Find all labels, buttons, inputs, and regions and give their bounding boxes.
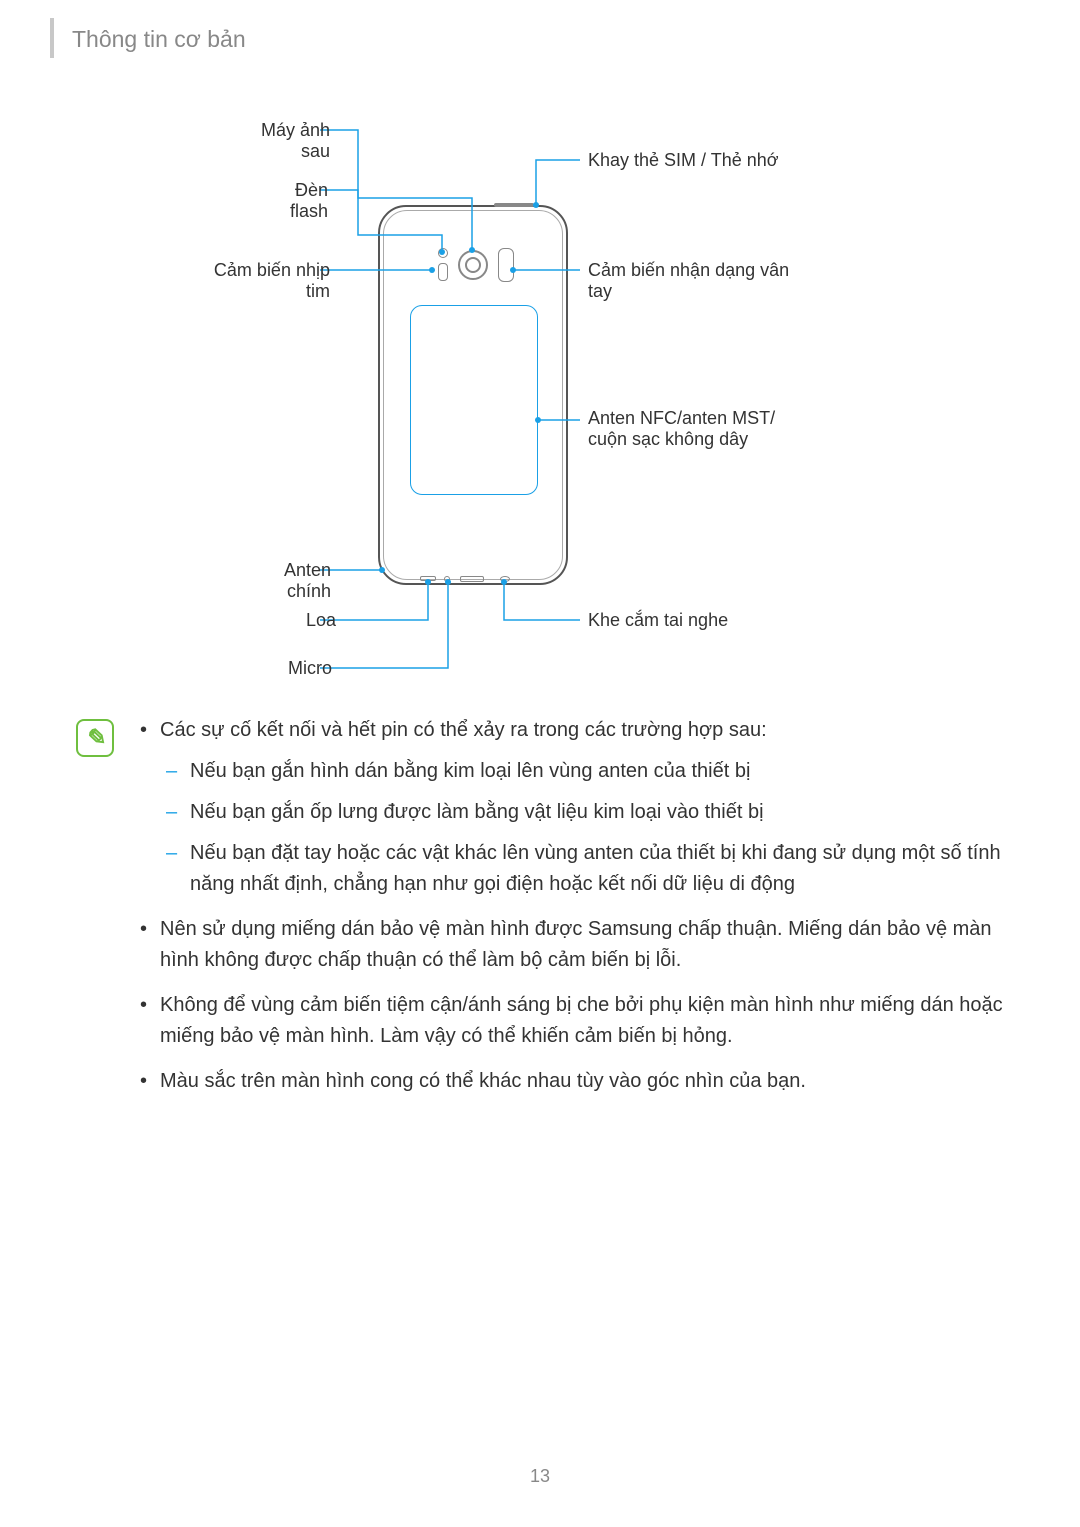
fingerprint-sensor-icon <box>498 248 514 282</box>
note-text: Các sự cố kết nối và hết pin có thể xảy … <box>160 719 767 741</box>
label-flash: Đèn flash <box>258 180 328 222</box>
label-rear-camera: Máy ảnh sau <box>240 120 330 162</box>
note-text: Màu sắc trên màn hình cong có thể khác n… <box>160 1070 806 1092</box>
header-accent-rule <box>50 18 54 58</box>
label-fingerprint: Cảm biến nhận dạng vân tay <box>588 260 808 302</box>
rear-camera-lens-icon <box>465 257 481 273</box>
label-main-antenna: Anten chính <box>246 560 331 602</box>
note-subtext: Nếu bạn đặt tay hoặc các vật khác lên vù… <box>190 842 1001 895</box>
pencil-icon: ✎ <box>83 722 108 754</box>
note-subtext: Nếu bạn gắn hình dán bằng kim loại lên v… <box>190 760 750 782</box>
note-item: Màu sắc trên màn hình cong có thể khác n… <box>136 1066 1016 1097</box>
heart-rate-sensor-icon <box>438 263 448 281</box>
note-text: Không để vùng cảm biến tiệm cận/ánh sáng… <box>160 994 1003 1047</box>
note-subitem: Nếu bạn gắn hình dán bằng kim loại lên v… <box>160 756 1016 787</box>
note-section: ✎ Các sự cố kết nối và hết pin có thể xả… <box>76 715 1016 1111</box>
label-speaker: Loa <box>306 610 332 631</box>
page-number: 13 <box>0 1466 1080 1487</box>
label-earphone-jack: Khe cắm tai nghe <box>588 610 808 631</box>
nfc-area-outline <box>410 305 538 495</box>
speaker-port-icon <box>420 576 436 581</box>
mic-port-icon <box>444 576 450 582</box>
note-list: Các sự cố kết nối và hết pin có thể xảy … <box>136 715 1016 1097</box>
label-heart-rate: Cảm biến nhịp tim <box>200 260 330 302</box>
note-icon: ✎ <box>76 719 114 757</box>
note-subitem: Nếu bạn đặt tay hoặc các vật khác lên vù… <box>160 838 1016 900</box>
note-item: Không để vùng cảm biến tiệm cận/ánh sáng… <box>136 990 1016 1052</box>
note-subitem: Nếu bạn gắn ốp lưng được làm bằng vật li… <box>160 797 1016 828</box>
label-nfc: Anten NFC/anten MST/ cuộn sạc không dây <box>588 408 808 450</box>
note-subtext: Nếu bạn gắn ốp lưng được làm bằng vật li… <box>190 801 764 823</box>
flash-led-icon <box>438 248 448 258</box>
label-sim-tray: Khay thẻ SIM / Thẻ nhớ <box>588 150 808 171</box>
page-header-title: Thông tin cơ bản <box>72 26 246 53</box>
note-sublist: Nếu bạn gắn hình dán bằng kim loại lên v… <box>160 756 1016 900</box>
earphone-port-icon <box>500 576 510 582</box>
note-text: Nên sử dụng miếng dán bảo vệ màn hình đư… <box>160 918 992 971</box>
note-item: Các sự cố kết nối và hết pin có thể xảy … <box>136 715 1016 900</box>
device-diagram: Máy ảnh sau Đèn flash Cảm biến nhịp tim … <box>0 90 1080 710</box>
label-microphone: Micro <box>288 658 332 679</box>
usb-port-icon <box>460 576 484 582</box>
note-item: Nên sử dụng miếng dán bảo vệ màn hình đư… <box>136 914 1016 976</box>
sim-slot-icon <box>494 203 534 207</box>
